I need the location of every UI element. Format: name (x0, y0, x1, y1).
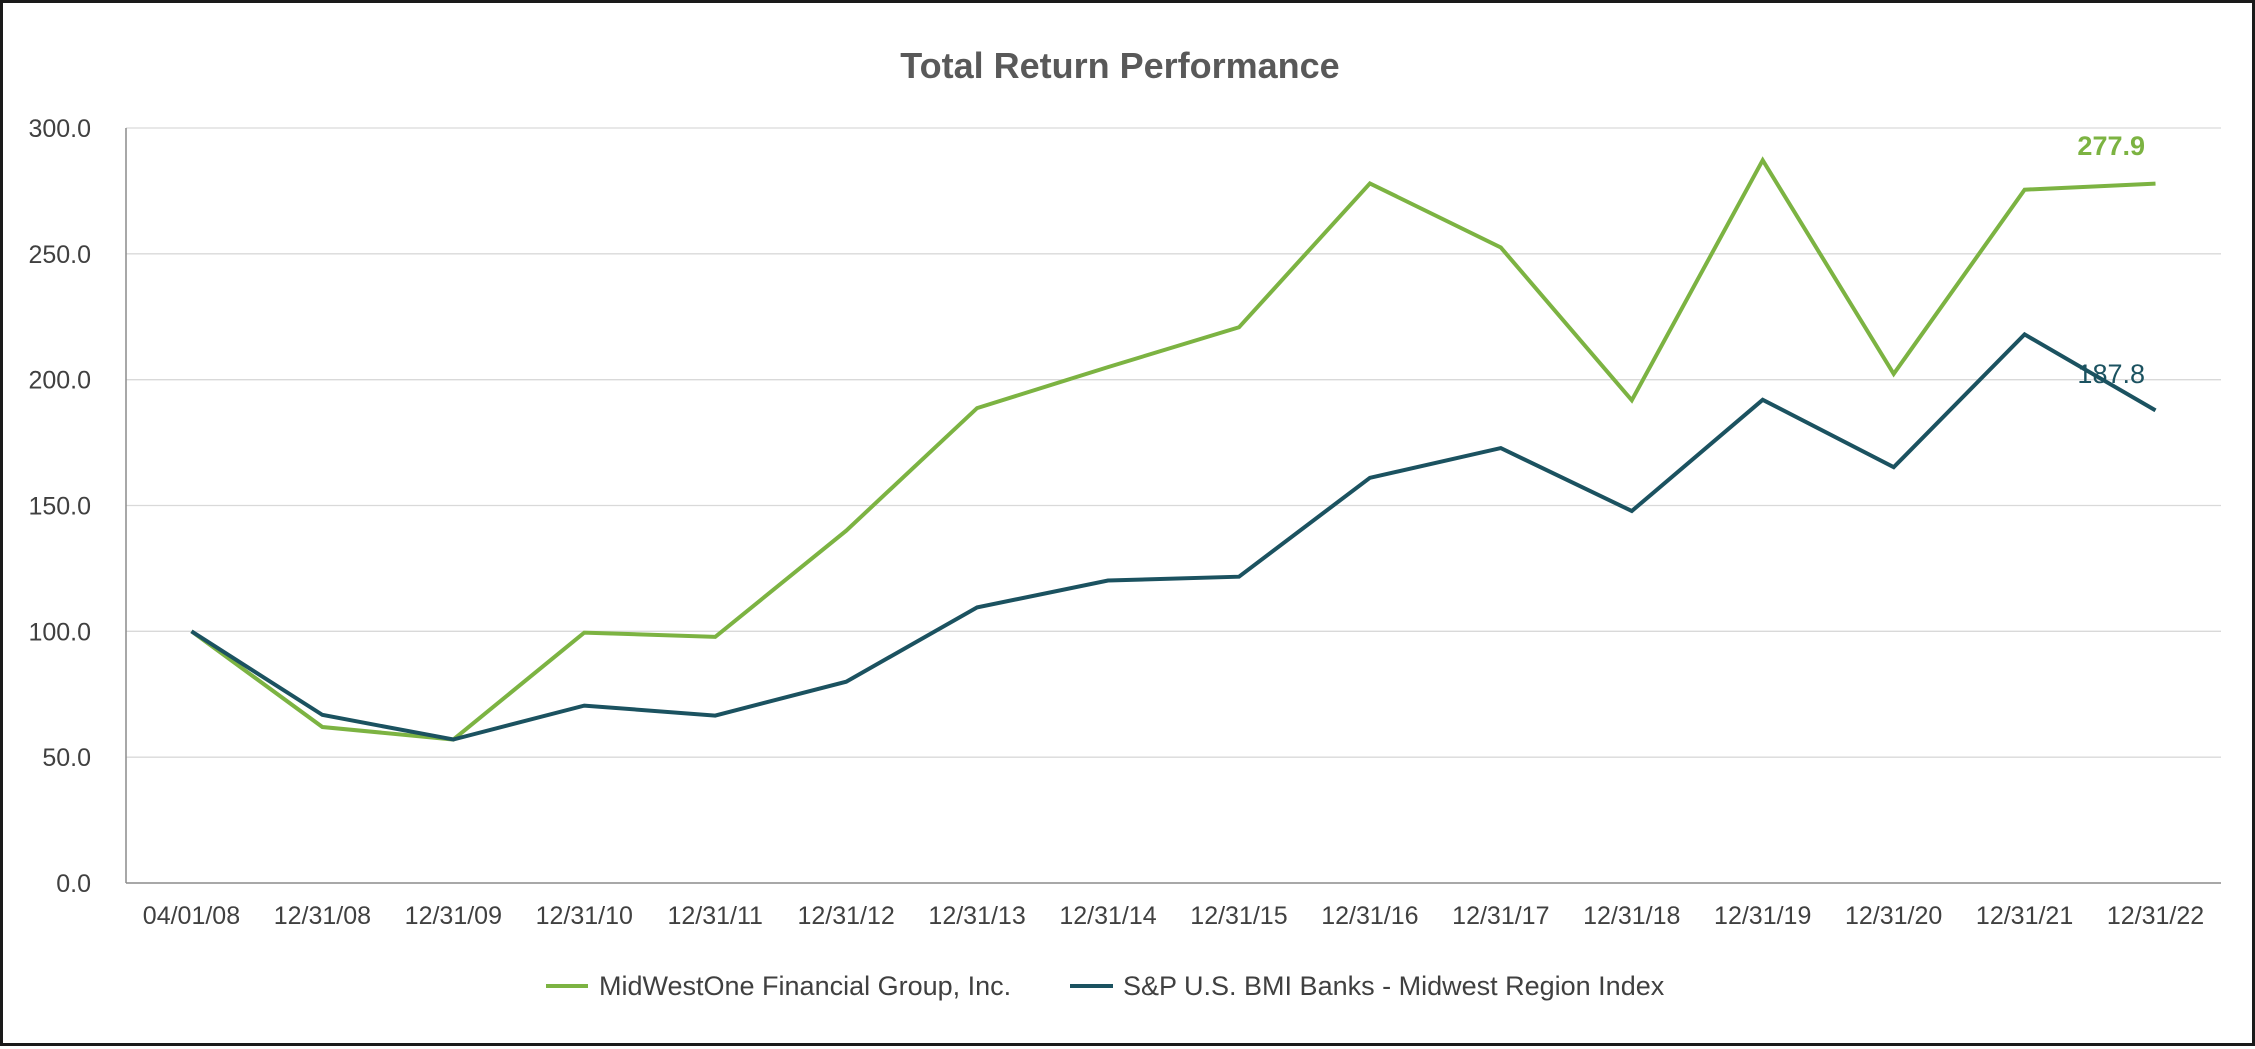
x-tick-label: 12/31/08 (274, 902, 371, 930)
x-tick-label: 12/31/12 (797, 902, 894, 930)
x-tick-label: 12/31/15 (1190, 902, 1287, 930)
legend-item: S&P U.S. BMI Banks - Midwest Region Inde… (1070, 971, 1665, 1001)
axes: 0.0 50.0 100.0 150.0 200.0 250.0 300.0 04/01/08… (28, 115, 2221, 930)
y-tick-label: 50.0 (42, 744, 91, 772)
x-tick-label: 12/31/13 (928, 902, 1025, 930)
y-tick-label: 150.0 (28, 493, 91, 521)
x-tick-label: 04/01/08 (143, 902, 240, 930)
series-line-1 (192, 334, 2156, 739)
x-tick-label: 12/31/16 (1321, 902, 1418, 930)
gridlines (126, 128, 2221, 757)
x-tick-label: 12/31/22 (2107, 902, 2204, 930)
x-tick-label: 12/31/18 (1583, 902, 1680, 930)
x-tick-label: 12/31/21 (1976, 902, 2073, 930)
end-labels: 277.9 187.8 (2077, 131, 2145, 389)
legend-label: S&P U.S. BMI Banks - Midwest Region Inde… (1123, 971, 1665, 1001)
x-tick-label: 12/31/20 (1845, 902, 1942, 930)
x-tick-label: 12/31/09 (405, 902, 502, 930)
x-tick-label: 12/31/17 (1452, 902, 1549, 930)
x-tick-label: 12/31/10 (536, 902, 633, 930)
y-tick-label: 100.0 (28, 618, 91, 646)
y-tick-label: 200.0 (28, 367, 91, 395)
legend-label: MidWestOne Financial Group, Inc. (599, 971, 1011, 1001)
series-lines (191, 160, 2155, 740)
end-value-label: 187.8 (2077, 359, 2145, 389)
y-tick-label: 0.0 (56, 870, 91, 898)
x-tick-label: 12/31/14 (1059, 902, 1156, 930)
x-tick-label: 12/31/11 (667, 902, 762, 930)
y-tick-label: 250.0 (28, 241, 91, 269)
end-value-label: 277.9 (2077, 131, 2145, 161)
x-tick-label: 12/31/19 (1714, 902, 1811, 930)
legend-item: MidWestOne Financial Group, Inc. (546, 971, 1011, 1001)
legend: MidWestOne Financial Group, Inc. S&P U.S.… (546, 971, 1665, 1001)
line-chart: Total Return Performance 0.0 50.0 100.0 150… (3, 3, 2255, 1049)
chart-title: Total Return Performance (900, 45, 1339, 86)
y-tick-label: 300.0 (28, 115, 91, 143)
